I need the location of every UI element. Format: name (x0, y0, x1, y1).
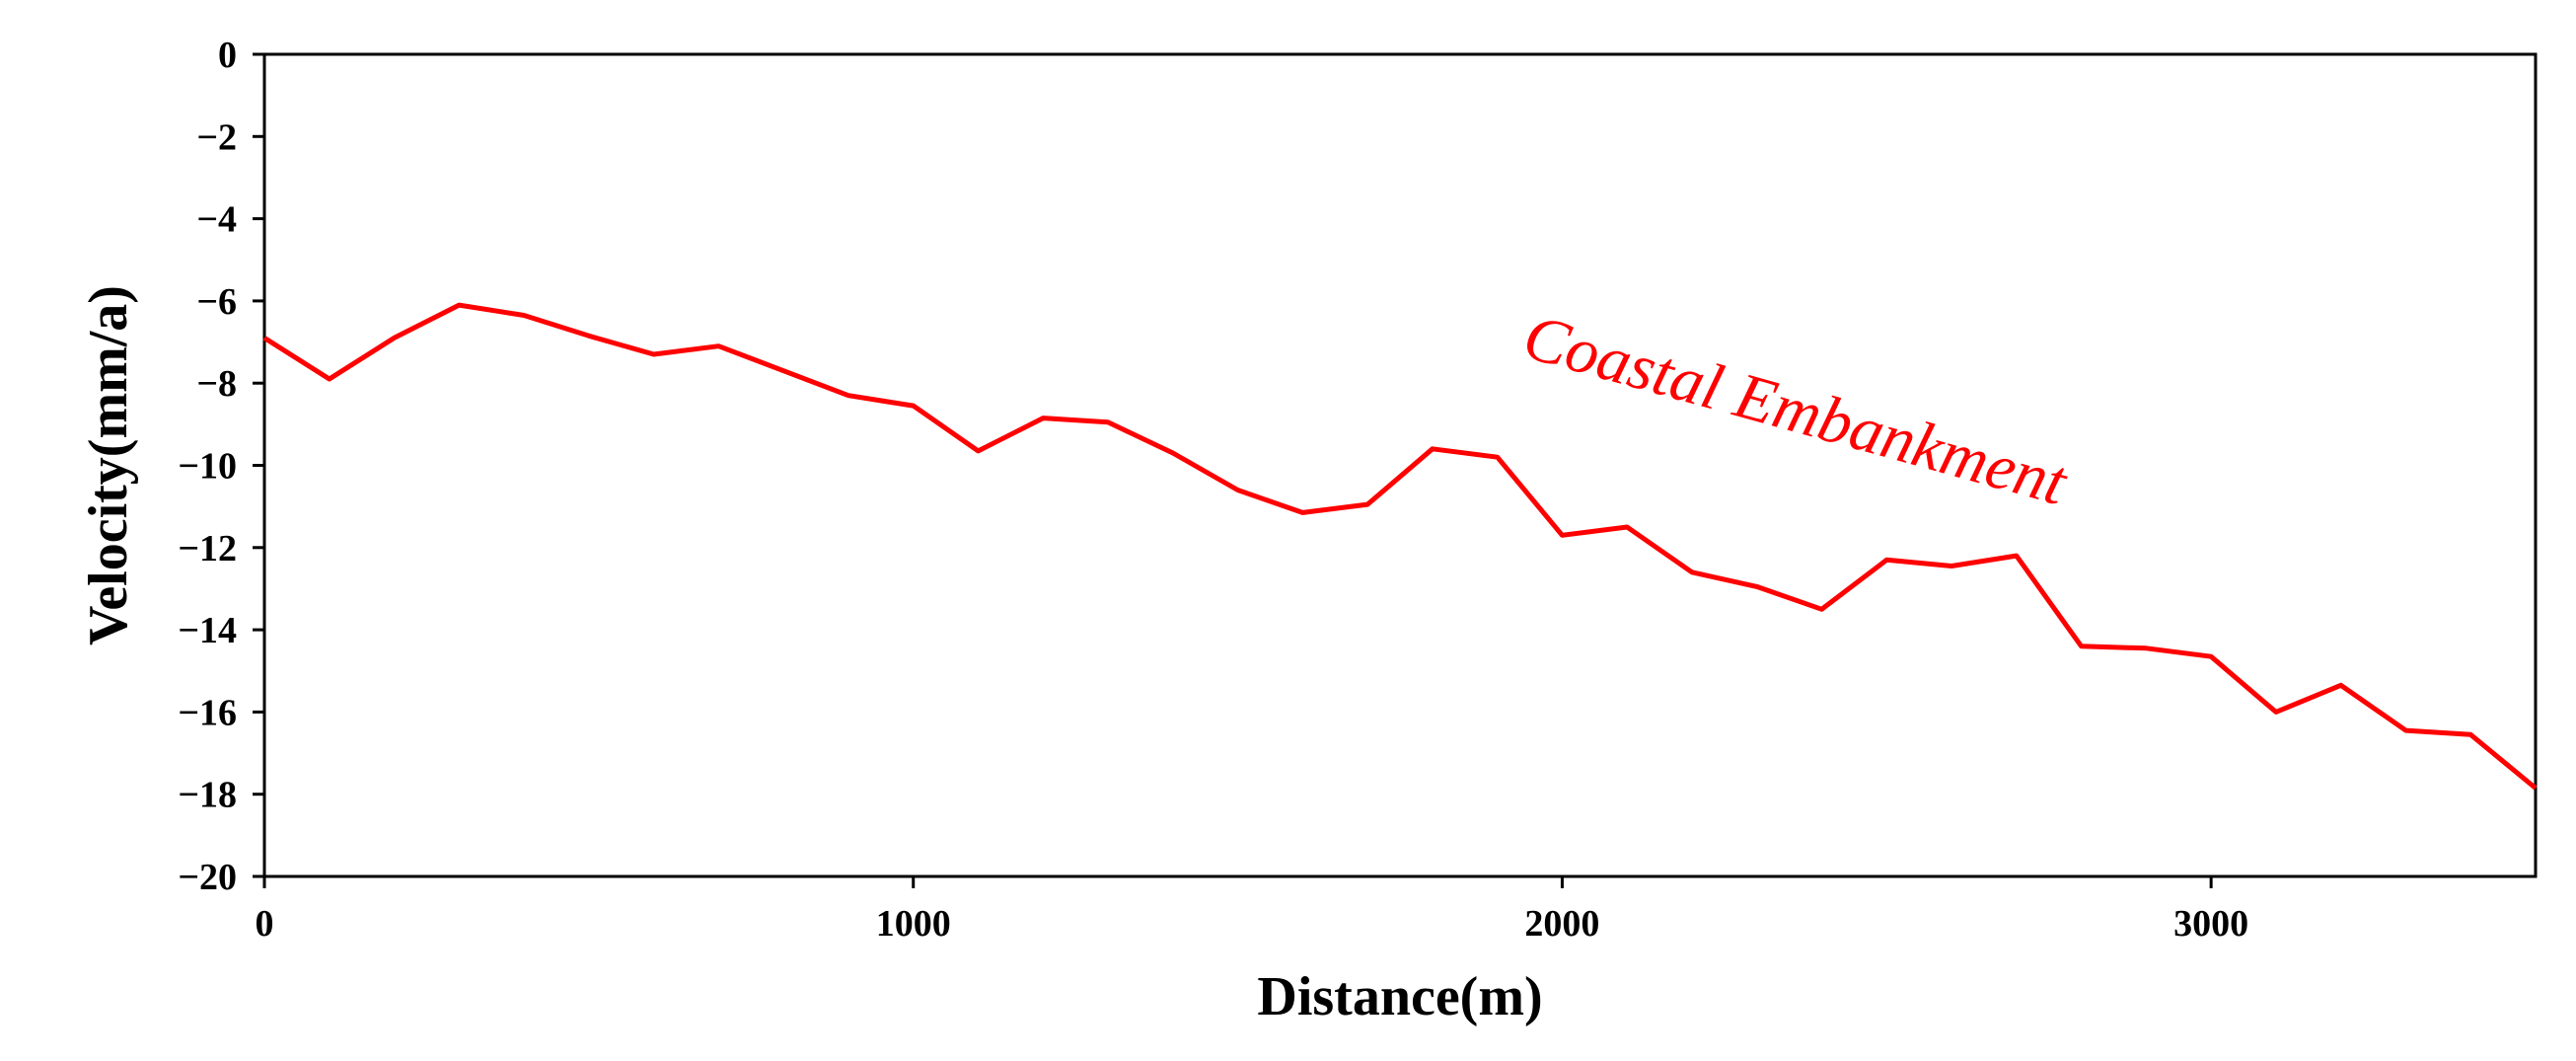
y-tick-label: −20 (178, 857, 237, 898)
x-tick-label: 1000 (876, 903, 951, 945)
y-tick-label: −8 (196, 363, 237, 405)
x-axis-title: Distance(m) (1257, 966, 1542, 1027)
x-tick-label: 0 (256, 903, 274, 945)
y-tick-label: −18 (178, 775, 237, 816)
series-line-coastal-embankment (262, 302, 2538, 791)
y-axis-title: Velocity(mm/a) (78, 285, 139, 645)
y-tick-label: −6 (196, 281, 237, 323)
y-tick-label: −4 (196, 199, 237, 241)
y-tick-label: −12 (178, 528, 237, 569)
x-tick-label: 3000 (2173, 903, 2248, 945)
y-axis: 0 −2 −4 −6 −8 −10 −12 −14 −16 −18 −20 (178, 35, 264, 898)
x-tick-label: 2000 (1524, 903, 1599, 945)
x-axis: 0 1000 2000 3000 (256, 876, 2248, 945)
y-tick-label: −2 (196, 116, 237, 158)
y-tick-label: 0 (218, 35, 237, 76)
y-tick-label: −14 (178, 610, 237, 651)
series-layer (262, 302, 2538, 791)
y-tick-label: −10 (178, 446, 237, 488)
y-tick-label: −16 (178, 692, 237, 733)
